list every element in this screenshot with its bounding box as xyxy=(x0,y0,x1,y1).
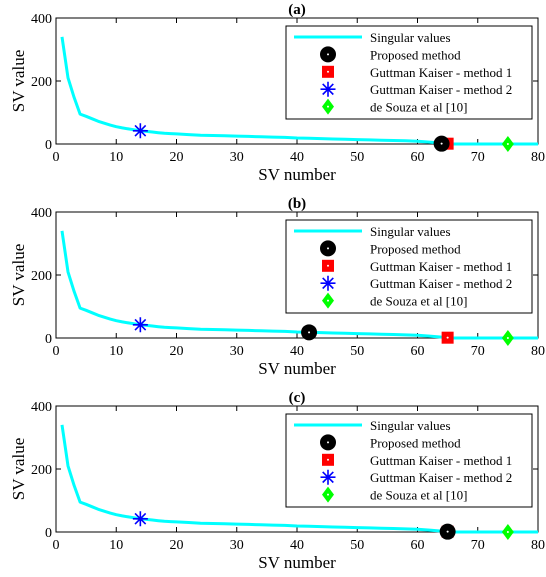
x-tick-label: 70 xyxy=(471,344,485,359)
legend-swatch-diamond-dot xyxy=(327,493,329,496)
legend-swatch-asterisk xyxy=(320,275,336,291)
x-tick-label: 20 xyxy=(170,538,184,553)
x-tick-label: 20 xyxy=(170,150,184,165)
marker-proposed-method-dot xyxy=(440,142,443,145)
marker-de-souza-et-al-10-dot xyxy=(506,531,509,533)
legend-label: de Souza et al [10] xyxy=(370,488,467,503)
legend-label: Guttman Kaiser - method 2 xyxy=(370,470,512,485)
marker-proposed-method-dot xyxy=(308,331,311,334)
legend-label: Guttman Kaiser - method 1 xyxy=(370,259,512,274)
legend-swatch-square-dot xyxy=(327,70,329,73)
x-tick-label: 50 xyxy=(350,150,364,165)
x-tick-label: 30 xyxy=(230,538,244,553)
chart-panel: (b) 0 10 20 30 40 50 60 70 80 0 200 400 SV number SV v… xyxy=(9,196,545,378)
x-axis-label: SV number xyxy=(258,165,336,184)
legend: Singular values Proposed method Guttman Ka… xyxy=(285,413,533,508)
legend-swatch-square-dot xyxy=(327,264,329,267)
marker-de-souza-et-al-10-dot xyxy=(506,337,509,339)
x-tick-label: 60 xyxy=(411,150,425,165)
legend-swatch-circle-dot xyxy=(327,247,329,250)
x-tick-label: 60 xyxy=(411,344,425,359)
y-tick-label: 400 xyxy=(31,12,52,27)
y-axis-label: SV value xyxy=(9,50,28,113)
x-tick-label: 10 xyxy=(109,150,123,165)
y-axis-label: SV value xyxy=(9,244,28,307)
x-tick-label: 50 xyxy=(350,344,364,359)
marker-guttman-kaiser-method-1-dot xyxy=(446,336,449,339)
y-axis-label: SV value xyxy=(9,438,28,501)
legend-label: de Souza et al [10] xyxy=(370,100,467,115)
x-tick-label: 0 xyxy=(53,150,60,165)
legend: Singular values Proposed method Guttman Ka… xyxy=(285,25,533,120)
x-tick-label: 40 xyxy=(290,344,304,359)
legend-swatch-asterisk xyxy=(320,469,336,485)
x-tick-label: 70 xyxy=(471,150,485,165)
x-tick-label: 30 xyxy=(230,150,244,165)
marker-de-souza-et-al-10-dot xyxy=(506,143,509,145)
legend-swatch-diamond-dot xyxy=(327,299,329,302)
y-tick-label: 400 xyxy=(31,400,52,415)
x-tick-label: 70 xyxy=(471,538,485,553)
legend-swatch-asterisk xyxy=(320,81,336,97)
x-tick-label: 10 xyxy=(109,538,123,553)
legend-swatch-diamond-dot xyxy=(327,105,329,108)
chart-title: (a) xyxy=(288,2,306,18)
legend-swatch-square-dot xyxy=(327,458,329,461)
legend-label: Singular values xyxy=(370,224,451,239)
y-tick-label: 0 xyxy=(45,138,52,153)
x-tick-label: 30 xyxy=(230,344,244,359)
marker-proposed-method-dot xyxy=(446,530,449,533)
marker-guttman-kaiser-method-2 xyxy=(132,123,148,139)
x-axis-label: SV number xyxy=(258,359,336,378)
legend-label: Guttman Kaiser - method 2 xyxy=(370,82,512,97)
marker-guttman-kaiser-method-2 xyxy=(132,511,148,527)
legend-label: Singular values xyxy=(370,30,451,45)
legend-label: Proposed method xyxy=(370,47,461,62)
x-tick-label: 0 xyxy=(53,538,60,553)
x-tick-label: 60 xyxy=(411,538,425,553)
x-axis-label: SV number xyxy=(258,553,336,572)
x-tick-label: 0 xyxy=(53,344,60,359)
y-tick-label: 400 xyxy=(31,206,52,221)
x-tick-label: 80 xyxy=(531,344,545,359)
legend-label: Guttman Kaiser - method 2 xyxy=(370,276,512,291)
legend-label: Guttman Kaiser - method 1 xyxy=(370,453,512,468)
legend: Singular values Proposed method Guttman Ka… xyxy=(285,219,533,314)
chart-panel: (a) 0 10 20 30 40 50 60 70 80 0 200 400 SV number SV v… xyxy=(9,2,545,184)
legend-label: de Souza et al [10] xyxy=(370,294,467,309)
y-tick-label: 200 xyxy=(31,75,52,90)
y-tick-label: 200 xyxy=(31,463,52,478)
chart-title: (c) xyxy=(289,390,306,406)
chart-panel: (c) 0 10 20 30 40 50 60 70 80 0 200 400 SV number SV v… xyxy=(9,390,545,572)
x-tick-label: 80 xyxy=(531,538,545,553)
legend-label: Proposed method xyxy=(370,241,461,256)
legend-label: Guttman Kaiser - method 1 xyxy=(370,65,512,80)
x-tick-label: 10 xyxy=(109,344,123,359)
legend-swatch-circle-dot xyxy=(327,53,329,56)
x-tick-label: 40 xyxy=(290,538,304,553)
legend-label: Proposed method xyxy=(370,435,461,450)
x-tick-label: 50 xyxy=(350,538,364,553)
marker-guttman-kaiser-method-2 xyxy=(132,317,148,333)
x-tick-label: 80 xyxy=(531,150,545,165)
y-tick-label: 0 xyxy=(45,526,52,541)
y-tick-label: 200 xyxy=(31,269,52,284)
legend-label: Singular values xyxy=(370,418,451,433)
chart-title: (b) xyxy=(288,196,306,212)
x-tick-label: 20 xyxy=(170,344,184,359)
y-tick-label: 0 xyxy=(45,332,52,347)
legend-swatch-circle-dot xyxy=(327,441,329,444)
x-tick-label: 40 xyxy=(290,150,304,165)
